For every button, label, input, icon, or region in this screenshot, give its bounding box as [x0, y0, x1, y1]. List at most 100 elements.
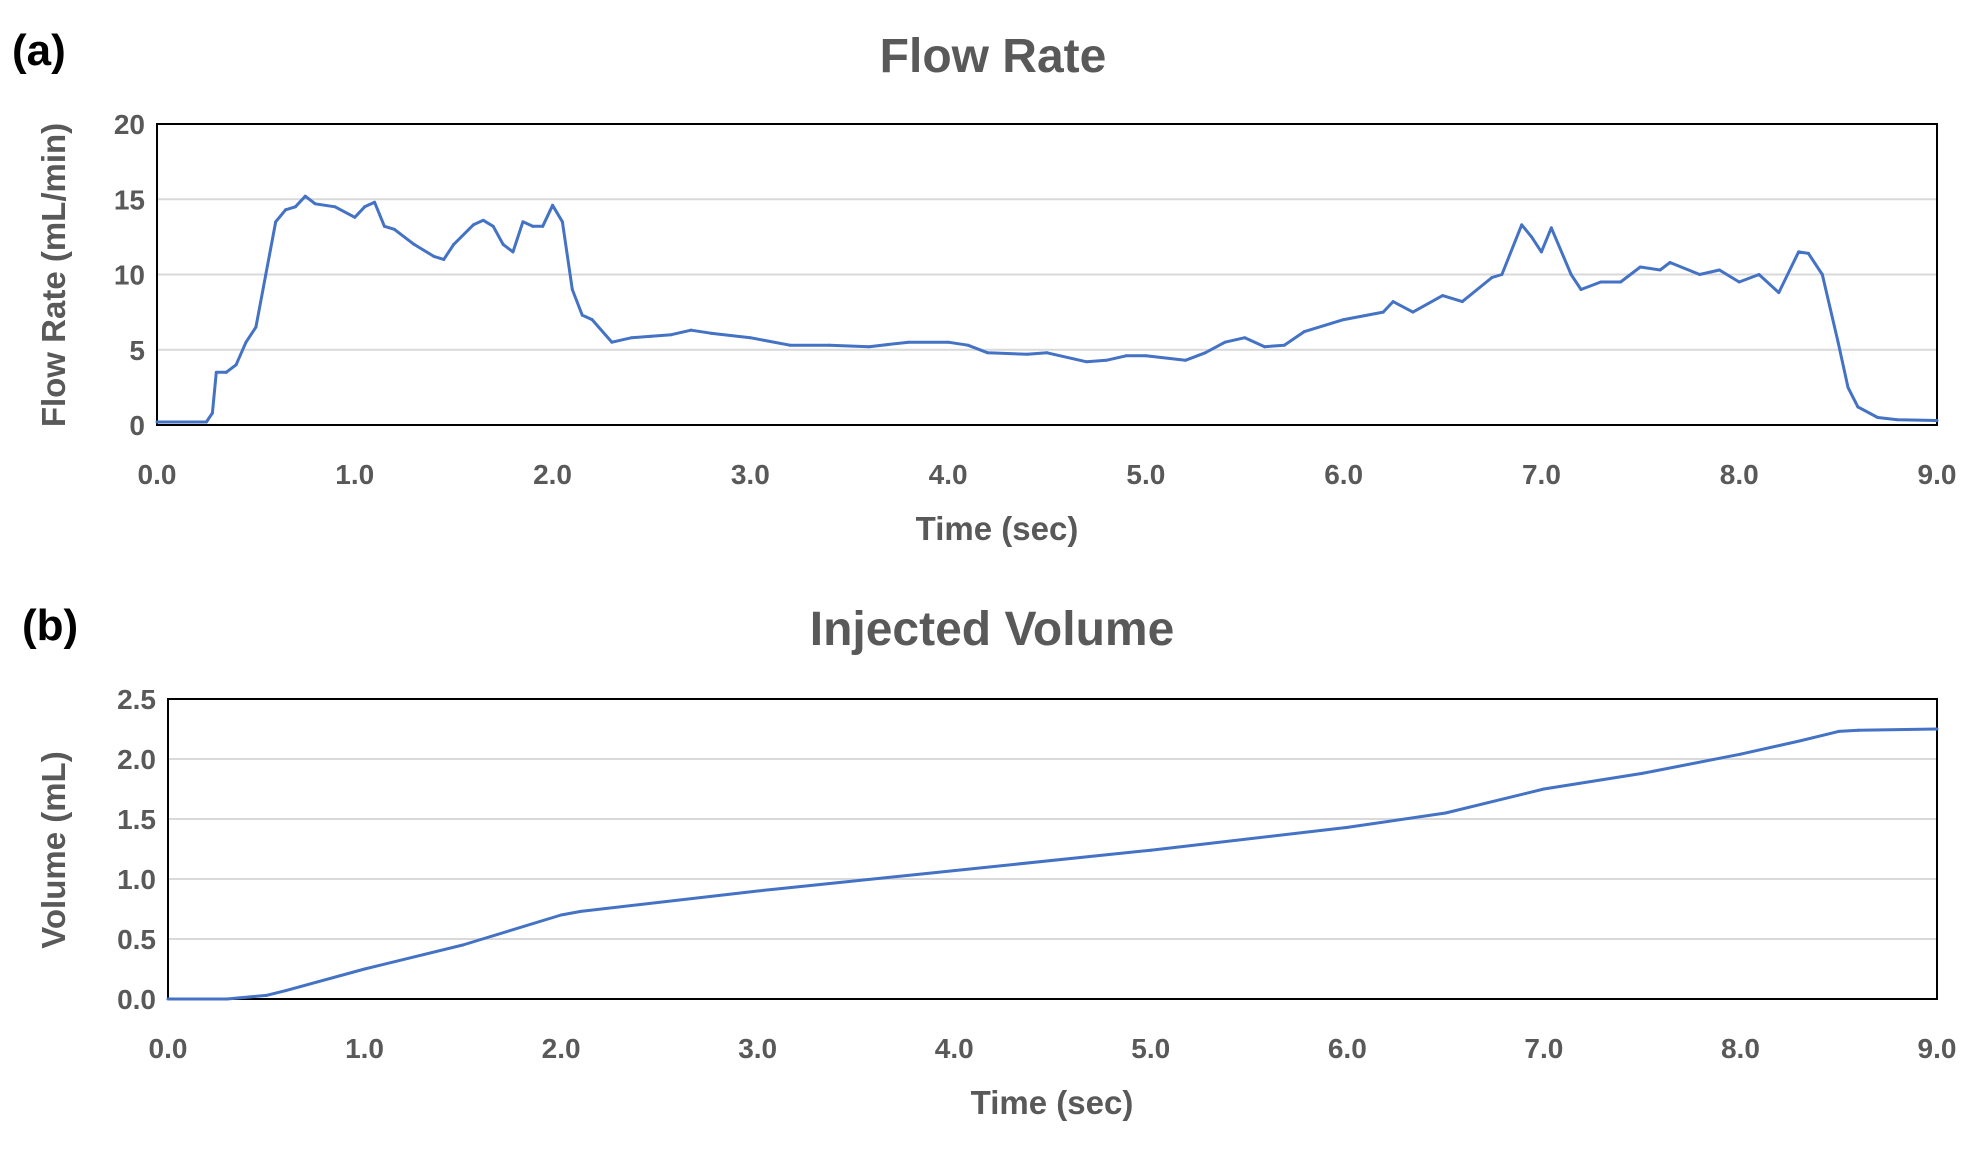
- data-point: [264, 273, 268, 276]
- data-point: [1856, 405, 1860, 409]
- chart-title-injected-volume: Injected Volume: [810, 603, 1175, 656]
- data-point: [214, 370, 218, 374]
- data-point: [224, 370, 228, 374]
- data-point: [1085, 360, 1089, 364]
- y-tick-label: 2.0: [117, 744, 156, 775]
- data-point: [373, 200, 377, 204]
- series-line: [168, 727, 1938, 1001]
- data-point: [1935, 727, 1939, 731]
- data-point: [1846, 385, 1850, 389]
- y-tick-label: 0.5: [117, 924, 156, 955]
- data-point: [1579, 288, 1583, 292]
- x-tick-label: 1.0: [345, 1033, 384, 1064]
- x-tick-label: 8.0: [1721, 1033, 1760, 1064]
- data-point: [1895, 418, 1899, 422]
- x-tick-label: 4.0: [935, 1033, 974, 1064]
- flow-rate-chart: (a) Flow Rate Time (sec) Flow Rate (mL/m…: [12, 26, 1956, 547]
- chart-title-flow-rate: Flow Rate: [880, 30, 1107, 83]
- data-point: [986, 351, 990, 355]
- data-point: [907, 340, 911, 344]
- data-point: [244, 340, 248, 344]
- data-point: [1530, 235, 1534, 239]
- data-point: [966, 343, 970, 347]
- data-point: [363, 205, 367, 209]
- data-point: [1441, 294, 1445, 298]
- data-point: [827, 343, 831, 347]
- x-axis-label-b: Time (sec): [971, 1084, 1134, 1121]
- data-point: [1144, 354, 1148, 358]
- y-tick-label: 2.5: [117, 684, 156, 715]
- data-point: [1149, 848, 1153, 852]
- data-point: [946, 340, 950, 344]
- data-point: [1444, 811, 1448, 815]
- data-point: [1837, 729, 1841, 733]
- data-point: [1345, 825, 1349, 829]
- x-tick-label: 0.0: [138, 459, 177, 490]
- data-point: [155, 420, 159, 424]
- data-point: [1104, 358, 1108, 362]
- data-point: [1520, 223, 1524, 227]
- y-axis-label-a: Flow Rate (mL/min): [35, 123, 72, 427]
- data-point: [1302, 330, 1306, 334]
- data-point: [1698, 273, 1702, 276]
- data-point: [788, 343, 792, 347]
- data-point: [333, 205, 337, 209]
- y-tick-label: 1.0: [117, 864, 156, 895]
- data-point: [461, 943, 465, 947]
- y-tick-label: 10: [114, 260, 145, 291]
- x-tick-label: 1.0: [335, 459, 374, 490]
- data-point: [210, 411, 214, 415]
- data-point: [1223, 340, 1227, 344]
- data-point: [1820, 273, 1824, 276]
- data-point: [709, 331, 713, 335]
- data-point: [1542, 787, 1546, 791]
- data-point: [1391, 300, 1395, 304]
- data-point: [649, 334, 653, 338]
- data-point: [1490, 276, 1494, 280]
- data-point: [521, 220, 525, 224]
- data-point: [1411, 310, 1415, 314]
- plot-area: [156, 123, 1938, 426]
- series-line: [157, 194, 1938, 424]
- data-point: [234, 363, 238, 367]
- data-point: [166, 997, 170, 1001]
- data-point: [284, 989, 288, 993]
- data-point: [590, 318, 594, 322]
- x-tick-label: 2.0: [533, 459, 572, 490]
- data-point: [1737, 280, 1741, 284]
- data-point: [1282, 343, 1286, 347]
- panel-label-b: (b): [22, 601, 78, 650]
- data-point: [1243, 336, 1247, 340]
- data-point: [1569, 273, 1573, 276]
- data-point: [432, 254, 436, 258]
- data-point: [1638, 265, 1642, 269]
- x-axis-label-a: Time (sec): [916, 510, 1079, 547]
- y-tick-label: 20: [114, 109, 145, 140]
- data-point: [382, 224, 386, 228]
- x-tick-label: 3.0: [738, 1033, 777, 1064]
- data-point: [1935, 418, 1939, 422]
- plot-area: [167, 698, 1938, 1000]
- data-point: [551, 203, 555, 207]
- data-point: [630, 336, 634, 340]
- x-tick-label: 6.0: [1328, 1033, 1367, 1064]
- data-point: [531, 224, 535, 228]
- data-point: [303, 194, 307, 198]
- x-tick-label: 8.0: [1720, 459, 1759, 490]
- y-tick-label: 0.0: [117, 984, 156, 1015]
- data-point: [1342, 318, 1346, 322]
- x-tick-label: 2.0: [542, 1033, 581, 1064]
- data-point: [1500, 273, 1504, 276]
- injected-volume-chart: (b) Injected Volume Time (sec) Volume (m…: [22, 601, 1956, 1121]
- data-point: [570, 288, 574, 292]
- data-point: [559, 913, 563, 917]
- data-point: [669, 333, 673, 337]
- data-point: [1757, 273, 1761, 276]
- data-point: [952, 869, 956, 873]
- data-point: [293, 205, 297, 209]
- y-tick-label: 1.5: [117, 804, 156, 835]
- data-point: [1856, 728, 1860, 732]
- x-tick-label: 5.0: [1126, 459, 1165, 490]
- x-tick-label: 6.0: [1324, 459, 1363, 490]
